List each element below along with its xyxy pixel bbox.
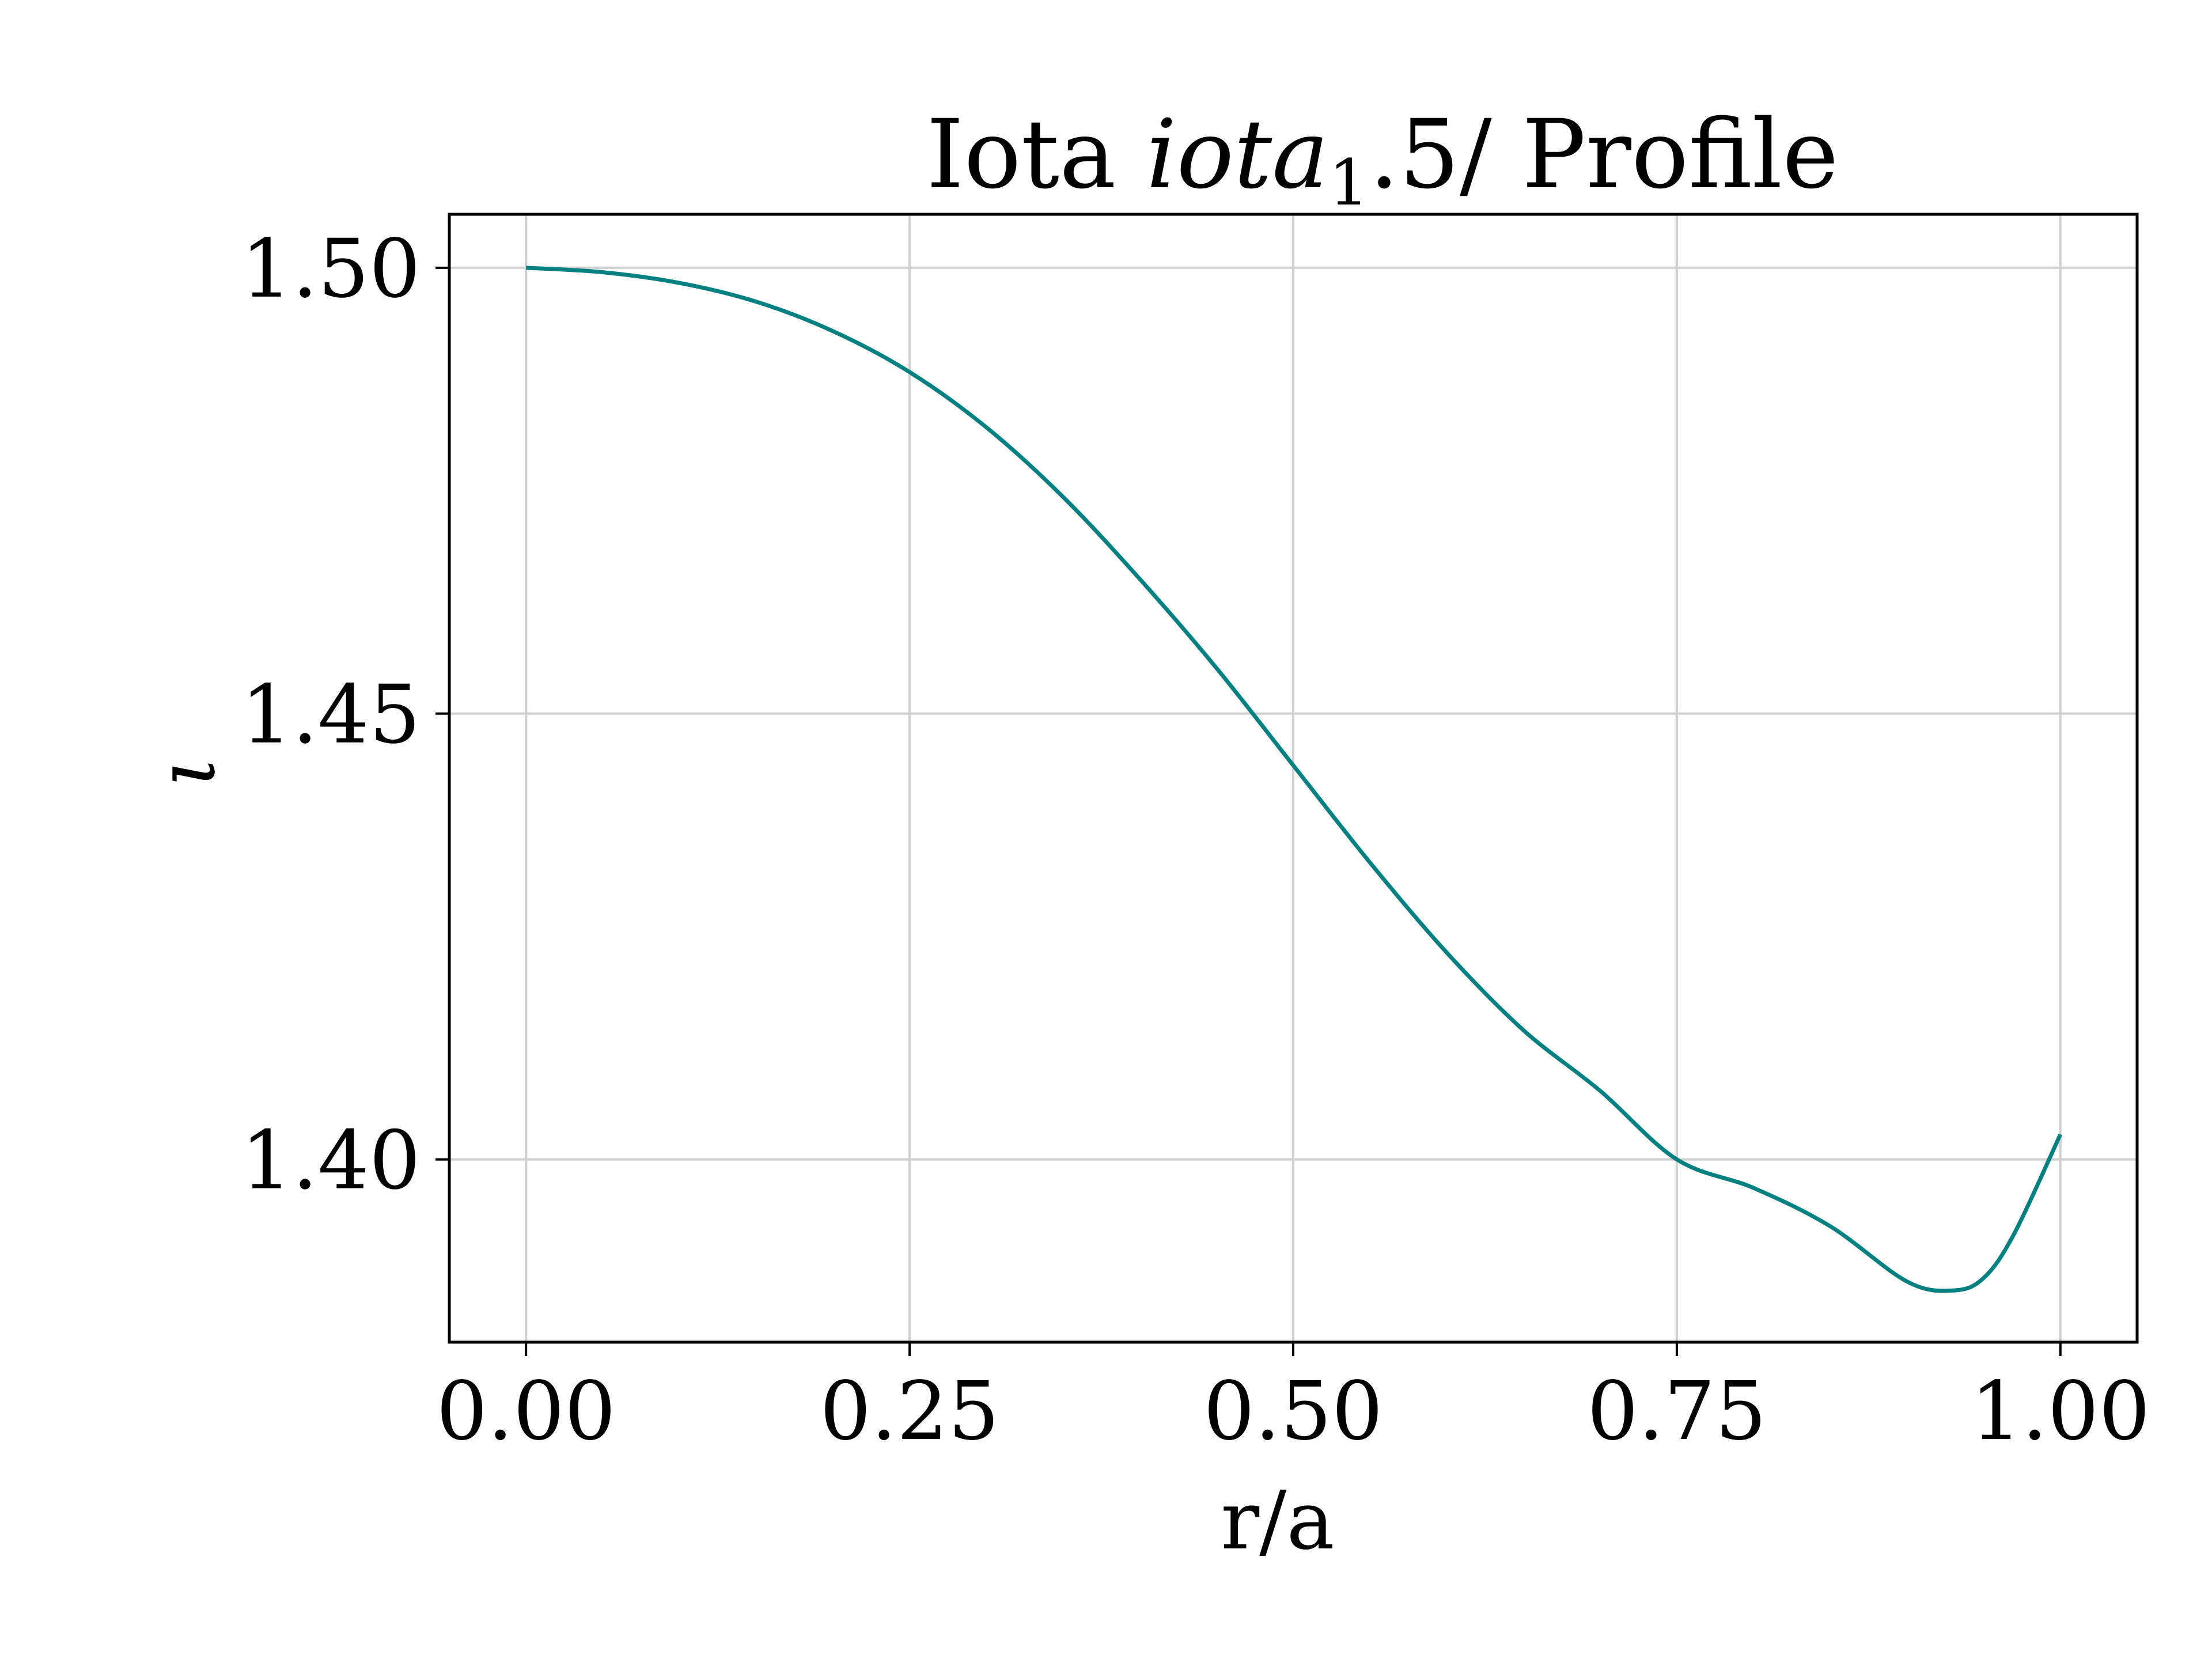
x-tick-label: 0.25 — [820, 1365, 999, 1459]
series-layer — [525, 266, 2062, 1293]
y-tick-label: 1.45 — [241, 668, 421, 762]
chart-title-subscript: 1 — [1329, 146, 1369, 219]
x-tick-label: 0.75 — [1587, 1365, 1767, 1459]
chart-title-prefix: Iota — [926, 99, 1146, 210]
ticks: 0.00 0.25 0.50 0.75 1.00 1.40 1.45 1.50 — [241, 222, 2150, 1459]
chart-title-italic: iota — [1146, 99, 1329, 210]
x-tick-label: 0.00 — [436, 1365, 616, 1459]
series-line — [525, 266, 2062, 1293]
x-axis-label: r/a — [1221, 1474, 1335, 1568]
chart-title-suffix: .5/ Profile — [1369, 99, 1839, 210]
y-tick-label: 1.50 — [241, 222, 421, 316]
chart-title: Iota iota1.5/ Profile — [926, 99, 1839, 219]
x-tick-label: 0.50 — [1203, 1365, 1383, 1459]
y-axis-label: ι — [140, 756, 234, 788]
y-tick-label: 1.40 — [241, 1114, 421, 1208]
grid — [449, 214, 2137, 1342]
x-tick-label: 1.00 — [1971, 1365, 2150, 1459]
